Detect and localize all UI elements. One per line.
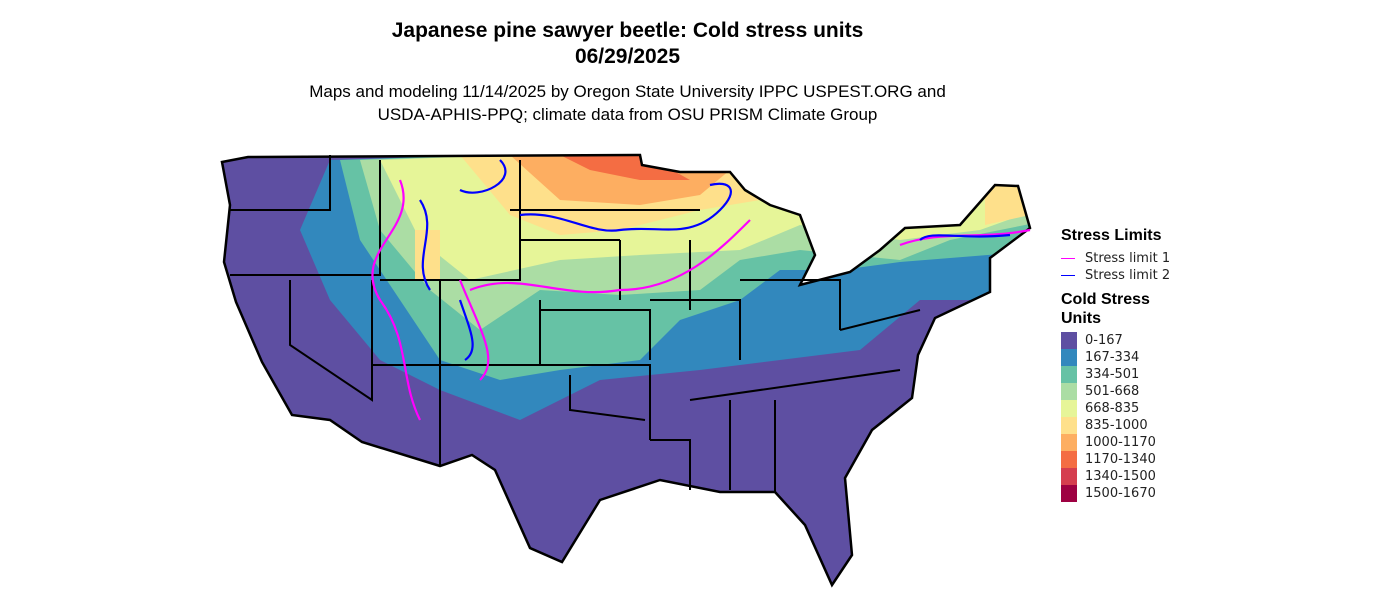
stress-limit-2-line: [419, 159, 1011, 361]
legend-bin: 668-835: [1061, 400, 1170, 417]
legend-label: 668-835: [1085, 401, 1140, 416]
legend-swatch: [1061, 349, 1077, 366]
legend-bin: 0-167: [1061, 332, 1170, 349]
state-borders: [220, 153, 1032, 587]
legend-label: 0-167: [1085, 333, 1123, 348]
us-map: [220, 153, 1032, 587]
legend-swatch: [1061, 417, 1077, 434]
map-date: 06/29/2025: [574, 45, 681, 68]
units-title-1: Cold Stress: [1061, 291, 1150, 308]
map-legend: Stress Limits Stress limit 1 Stress limi…: [1061, 226, 1170, 502]
legend-bin: 1340-1500: [1061, 468, 1170, 485]
legend-label: Stress limit 1: [1085, 251, 1171, 266]
legend-bin: 334-501: [1061, 366, 1170, 383]
legend-label: 1340-1500: [1085, 469, 1156, 484]
legend-swatch: [1061, 468, 1077, 485]
legend-stress-limit-1: Stress limit 1: [1061, 250, 1170, 267]
subtitle-line-1: Maps and modeling 11/14/2025 by Oregon S…: [309, 82, 946, 101]
stress-limit-1-line: [371, 179, 1031, 421]
legend-label: 501-668: [1085, 384, 1140, 399]
legend-swatch: [1061, 366, 1077, 383]
legend-swatch: [1061, 332, 1077, 349]
legend-stress-limit-2: Stress limit 2: [1061, 267, 1170, 284]
legend-bin: 501-668: [1061, 383, 1170, 400]
stress-contours: [371, 159, 1031, 421]
legend-swatch: [1061, 400, 1077, 417]
legend-bin: 1000-1170: [1061, 434, 1170, 451]
units-title-2: Units: [1061, 310, 1101, 327]
legend-label: 1500-1670: [1085, 486, 1156, 501]
legend-swatch: [1061, 485, 1077, 502]
map-title: Japanese pine sawyer beetle: Cold stress…: [391, 19, 864, 42]
legend-label: 1000-1170: [1085, 435, 1156, 450]
legend-label: 1170-1340: [1085, 452, 1156, 467]
legend-swatch: [1061, 434, 1077, 451]
stress-limits-title: Stress Limits: [1061, 227, 1162, 244]
legend-label: 334-501: [1085, 367, 1140, 382]
legend-bin: 1170-1340: [1061, 451, 1170, 468]
region-1170-1340: [560, 155, 690, 180]
legend-label: 167-334: [1085, 350, 1140, 365]
legend-label: 835-1000: [1085, 418, 1148, 433]
legend-bin: 167-334: [1061, 349, 1170, 366]
legend-label: Stress limit 2: [1085, 268, 1171, 283]
legend-bin: 1500-1670: [1061, 485, 1170, 502]
legend-bin: 835-1000: [1061, 417, 1170, 434]
subtitle-line-2: USDA-APHIS-PPQ; climate data from OSU PR…: [377, 105, 878, 124]
legend-swatch: [1061, 383, 1077, 400]
legend-swatch: [1061, 451, 1077, 468]
